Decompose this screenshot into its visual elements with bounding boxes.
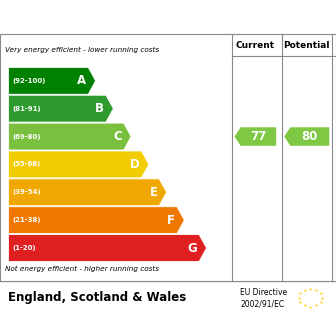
Text: A: A [77,74,87,87]
Polygon shape [8,179,167,206]
Text: Not energy efficient - higher running costs: Not energy efficient - higher running co… [5,266,159,272]
Text: 80: 80 [302,130,318,143]
Text: (92-100): (92-100) [12,78,46,84]
Text: (69-80): (69-80) [12,134,41,140]
Text: Potential: Potential [284,41,330,50]
Text: 2002/91/EC: 2002/91/EC [240,300,284,309]
Text: 77: 77 [250,130,266,143]
Polygon shape [8,151,149,178]
Text: (39-54): (39-54) [12,189,41,195]
Text: England, Scotland & Wales: England, Scotland & Wales [8,291,187,305]
Text: G: G [188,242,198,255]
Polygon shape [235,127,276,146]
Text: F: F [167,214,175,227]
Polygon shape [284,127,329,146]
Text: (21-38): (21-38) [12,217,41,223]
Text: C: C [113,130,122,143]
Text: (55-68): (55-68) [12,161,41,167]
Text: (1-20): (1-20) [12,245,36,251]
Text: B: B [95,102,104,115]
Text: (81-91): (81-91) [12,106,41,112]
Polygon shape [8,95,113,122]
Text: D: D [130,158,140,171]
Text: Energy Efficiency Rating: Energy Efficiency Rating [57,9,279,25]
Polygon shape [8,207,184,234]
Text: E: E [150,186,158,199]
Polygon shape [8,235,207,261]
Text: Current: Current [236,41,275,50]
Text: EU Directive: EU Directive [240,289,287,297]
Polygon shape [8,123,131,150]
Text: Very energy efficient - lower running costs: Very energy efficient - lower running co… [5,47,159,53]
Polygon shape [8,67,96,94]
